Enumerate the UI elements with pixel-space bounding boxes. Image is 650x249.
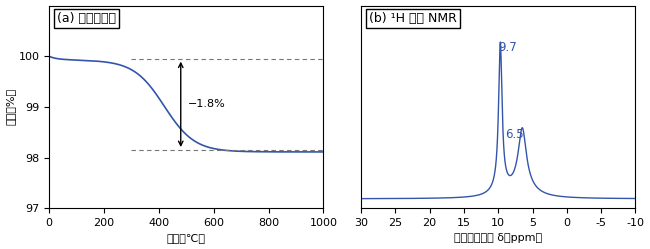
Text: (b) ¹H 固体 NMR: (b) ¹H 固体 NMR [369, 12, 457, 25]
Text: 6.5: 6.5 [505, 128, 524, 141]
X-axis label: 温度（℃）: 温度（℃） [167, 234, 206, 244]
Text: −1.8%: −1.8% [188, 99, 226, 109]
Text: 9.7: 9.7 [499, 41, 517, 55]
X-axis label: 化学シフト量 δ（ppm）: 化学シフト量 δ（ppm） [454, 234, 542, 244]
Y-axis label: 重量（%）: 重量（%） [6, 88, 16, 125]
Text: (a) 熱重量分析: (a) 熱重量分析 [57, 12, 116, 25]
